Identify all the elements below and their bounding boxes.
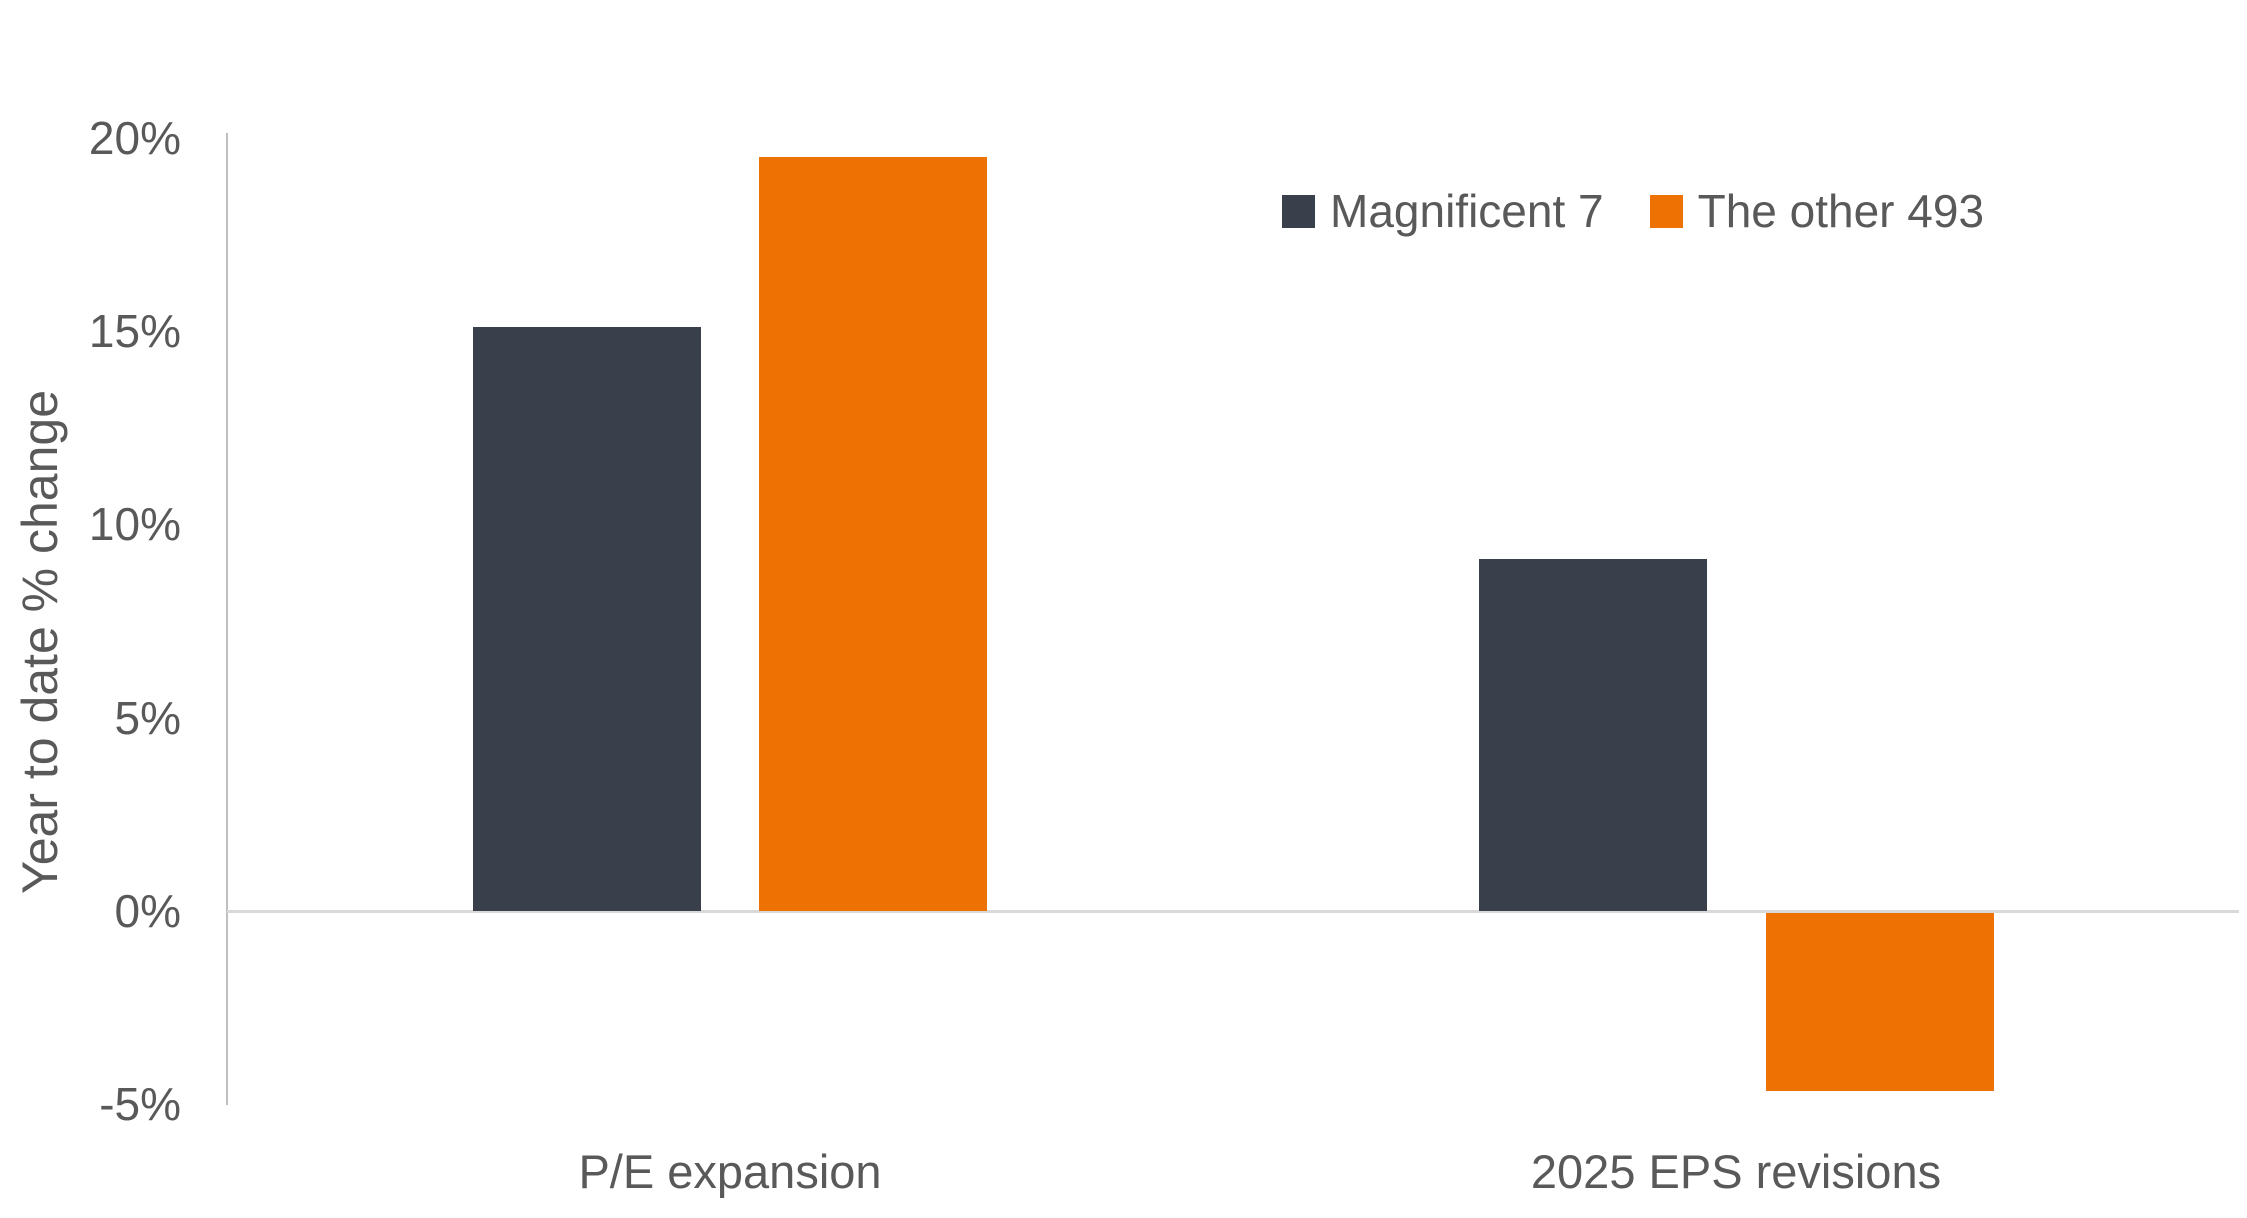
legend-label-magnificent7: Magnificent 7 xyxy=(1330,185,1604,237)
legend-item-magnificent7: Magnificent 7 xyxy=(1282,186,1604,236)
legend-label-other493: The other 493 xyxy=(1697,185,1985,237)
y-tick-label: 5% xyxy=(114,691,181,744)
bar-magnificent7-2025-eps-revisions xyxy=(1479,559,1707,911)
y-tick-label: 20% xyxy=(88,111,181,164)
legend-item-other493: The other 493 xyxy=(1649,185,1985,237)
bar-other493-2025-eps-revisions xyxy=(1766,913,1994,1091)
category-label-2025-eps-revisions: 2025 EPS revisions xyxy=(1530,1145,1942,1198)
y-tick-label: 0% xyxy=(114,885,181,937)
legend-swatch-magnificent7 xyxy=(1282,194,1315,228)
legend-swatch-other493 xyxy=(1649,194,1683,228)
y-tick-label: 10% xyxy=(88,498,181,551)
y-tick-label: -5% xyxy=(99,1078,181,1131)
legend: Magnificent 7 The other 493 xyxy=(1282,186,1984,236)
category-label-pe-expansion: P/E expansion xyxy=(578,1145,882,1198)
y-tick-label: 15% xyxy=(88,304,181,357)
y-axis-line xyxy=(226,133,228,1105)
zero-gridline xyxy=(227,910,2239,913)
bar-magnificent7-pe-expansion xyxy=(473,327,701,911)
bar-other493-pe-expansion xyxy=(759,156,987,911)
